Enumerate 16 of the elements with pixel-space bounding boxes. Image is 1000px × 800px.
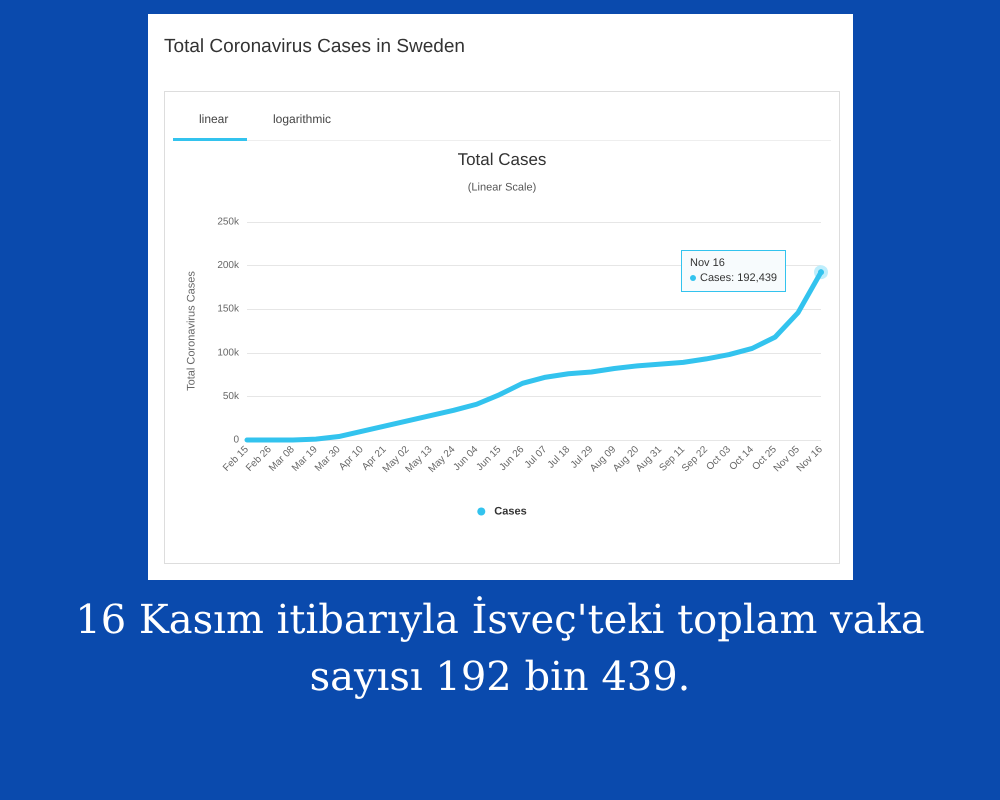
text: (Linear Scale) — [468, 182, 536, 194]
annotation: Cases: 192,439 — [700, 272, 778, 284]
text: logarithmic — [273, 112, 332, 126]
y-tick-label: 100k — [217, 347, 240, 358]
annotation: Nov 16 — [690, 256, 726, 272]
y-tick-label: 150k — [217, 304, 240, 315]
text: linear — [199, 112, 228, 126]
chart-subtitle: Total Cases — [458, 150, 546, 169]
legend-label: Cases — [494, 506, 527, 518]
y-axis-title: Total Coronavirus Cases — [186, 270, 198, 391]
y-tick-label: 250k — [217, 216, 240, 228]
y-tick-label: 50k — [222, 390, 240, 402]
y-tick-label: 200k — [217, 260, 240, 272]
text: 16 Kasım itibarıyla İsveç'teki toplam vaka sayısı 192 bin 439. — [74, 595, 926, 702]
chart-title: Total Coronavirus Cases in Sweden — [164, 36, 465, 58]
y-tick-label: 0 — [233, 434, 240, 446]
